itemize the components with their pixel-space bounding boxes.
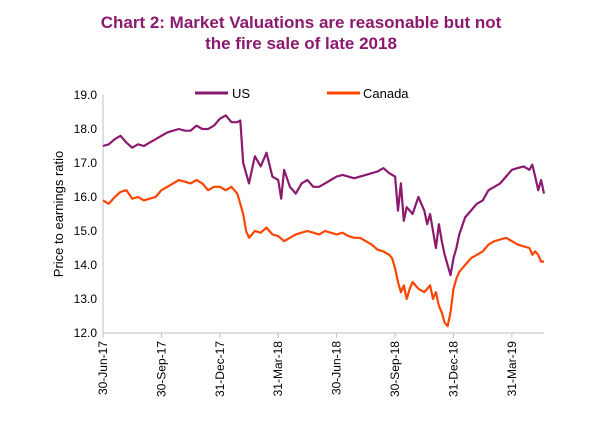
x-tick-label: 30-Sep-17	[154, 341, 168, 397]
y-tick-label: 13.0	[74, 292, 98, 306]
y-axis-label: Price to earnings ratio	[51, 151, 66, 277]
x-tick-label: 31-Mar-18	[271, 341, 285, 397]
legend-label-canada: Canada	[363, 86, 409, 101]
chart-title: Chart 2: Market Valuations are reasonabl…	[0, 12, 602, 54]
x-tick-label: 30-Sep-18	[388, 341, 402, 397]
x-tick-label: 31-Dec-18	[446, 341, 460, 397]
chart-title-line-2: the fire sale of late 2018	[205, 34, 397, 53]
x-tick-label: 30-Jun-17	[96, 341, 110, 395]
series-line-canada	[102, 178, 544, 328]
y-tick-label: 17.0	[74, 156, 98, 170]
y-tick-label: 19.0	[74, 88, 98, 102]
y-tick-label: 12.0	[74, 326, 98, 340]
y-tick-label: 16.0	[74, 190, 98, 204]
series-line-us	[102, 114, 546, 277]
y-tick-label: 14.0	[74, 258, 98, 272]
chart-title-line-1: Chart 2: Market Valuations are reasonabl…	[100, 13, 502, 32]
x-tick-label: 30-Jun-18	[330, 341, 344, 395]
legend-label-us: US	[232, 86, 250, 101]
y-tick-label: 18.0	[74, 122, 98, 136]
x-tick-label: 31-Dec-17	[213, 341, 227, 397]
x-tick-label: 31-Mar-19	[505, 341, 519, 397]
y-tick-label: 15.0	[74, 224, 98, 238]
